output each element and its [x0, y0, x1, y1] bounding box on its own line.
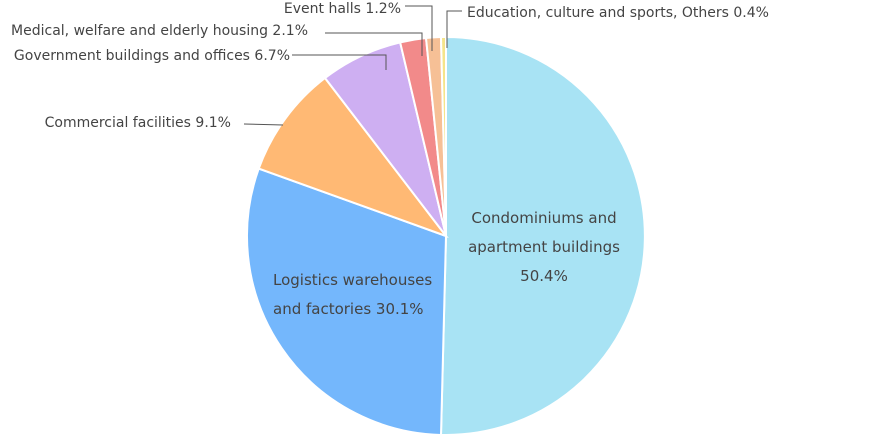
slice-label-1: Condominiums and apartment buildings 50.4% [468, 209, 620, 285]
slice-label-line: Government buildings and offices 6.7% [14, 48, 290, 64]
slice-label-line: Education, culture and sports, Others 0.… [467, 5, 769, 21]
leader-line-7 [446, 10, 462, 48]
slice-label-6: Event halls 1.2% [284, 1, 401, 17]
slice-label-7: Education, culture and sports, Others 0.… [467, 5, 769, 21]
slice-label-line: 50.4% [520, 267, 568, 285]
slice-label-line: Medical, welfare and elderly housing 2.1… [11, 23, 308, 39]
slice-label-line: Logistics warehouses [273, 271, 432, 289]
slice-label-line: Commercial facilities 9.1% [45, 115, 231, 131]
pie-slice-3 [257, 76, 449, 239]
slice-label-3: Commercial facilities 9.1% [45, 115, 231, 131]
slice-label-line: Event halls 1.2% [284, 1, 401, 17]
slice-label-2: Logistics warehouses and factories 30.1% [273, 271, 432, 318]
slice-label-line: apartment buildings [468, 238, 620, 256]
slice-label-5: Medical, welfare and elderly housing 2.1… [11, 23, 308, 39]
slice-label-4: Government buildings and offices 6.7% [14, 48, 290, 64]
pie-slice-2 [245, 167, 448, 436]
pie-slice-7 [439, 35, 447, 237]
pie-slice-1 [439, 35, 646, 436]
leader-line-4 [292, 54, 387, 70]
slice-label-line: and factories 30.1% [273, 300, 424, 318]
leader-line-6 [405, 5, 433, 51]
leader-line-5 [325, 32, 423, 56]
leader-line-3 [243, 123, 284, 126]
slice-label-line: Condominiums and [471, 209, 616, 227]
